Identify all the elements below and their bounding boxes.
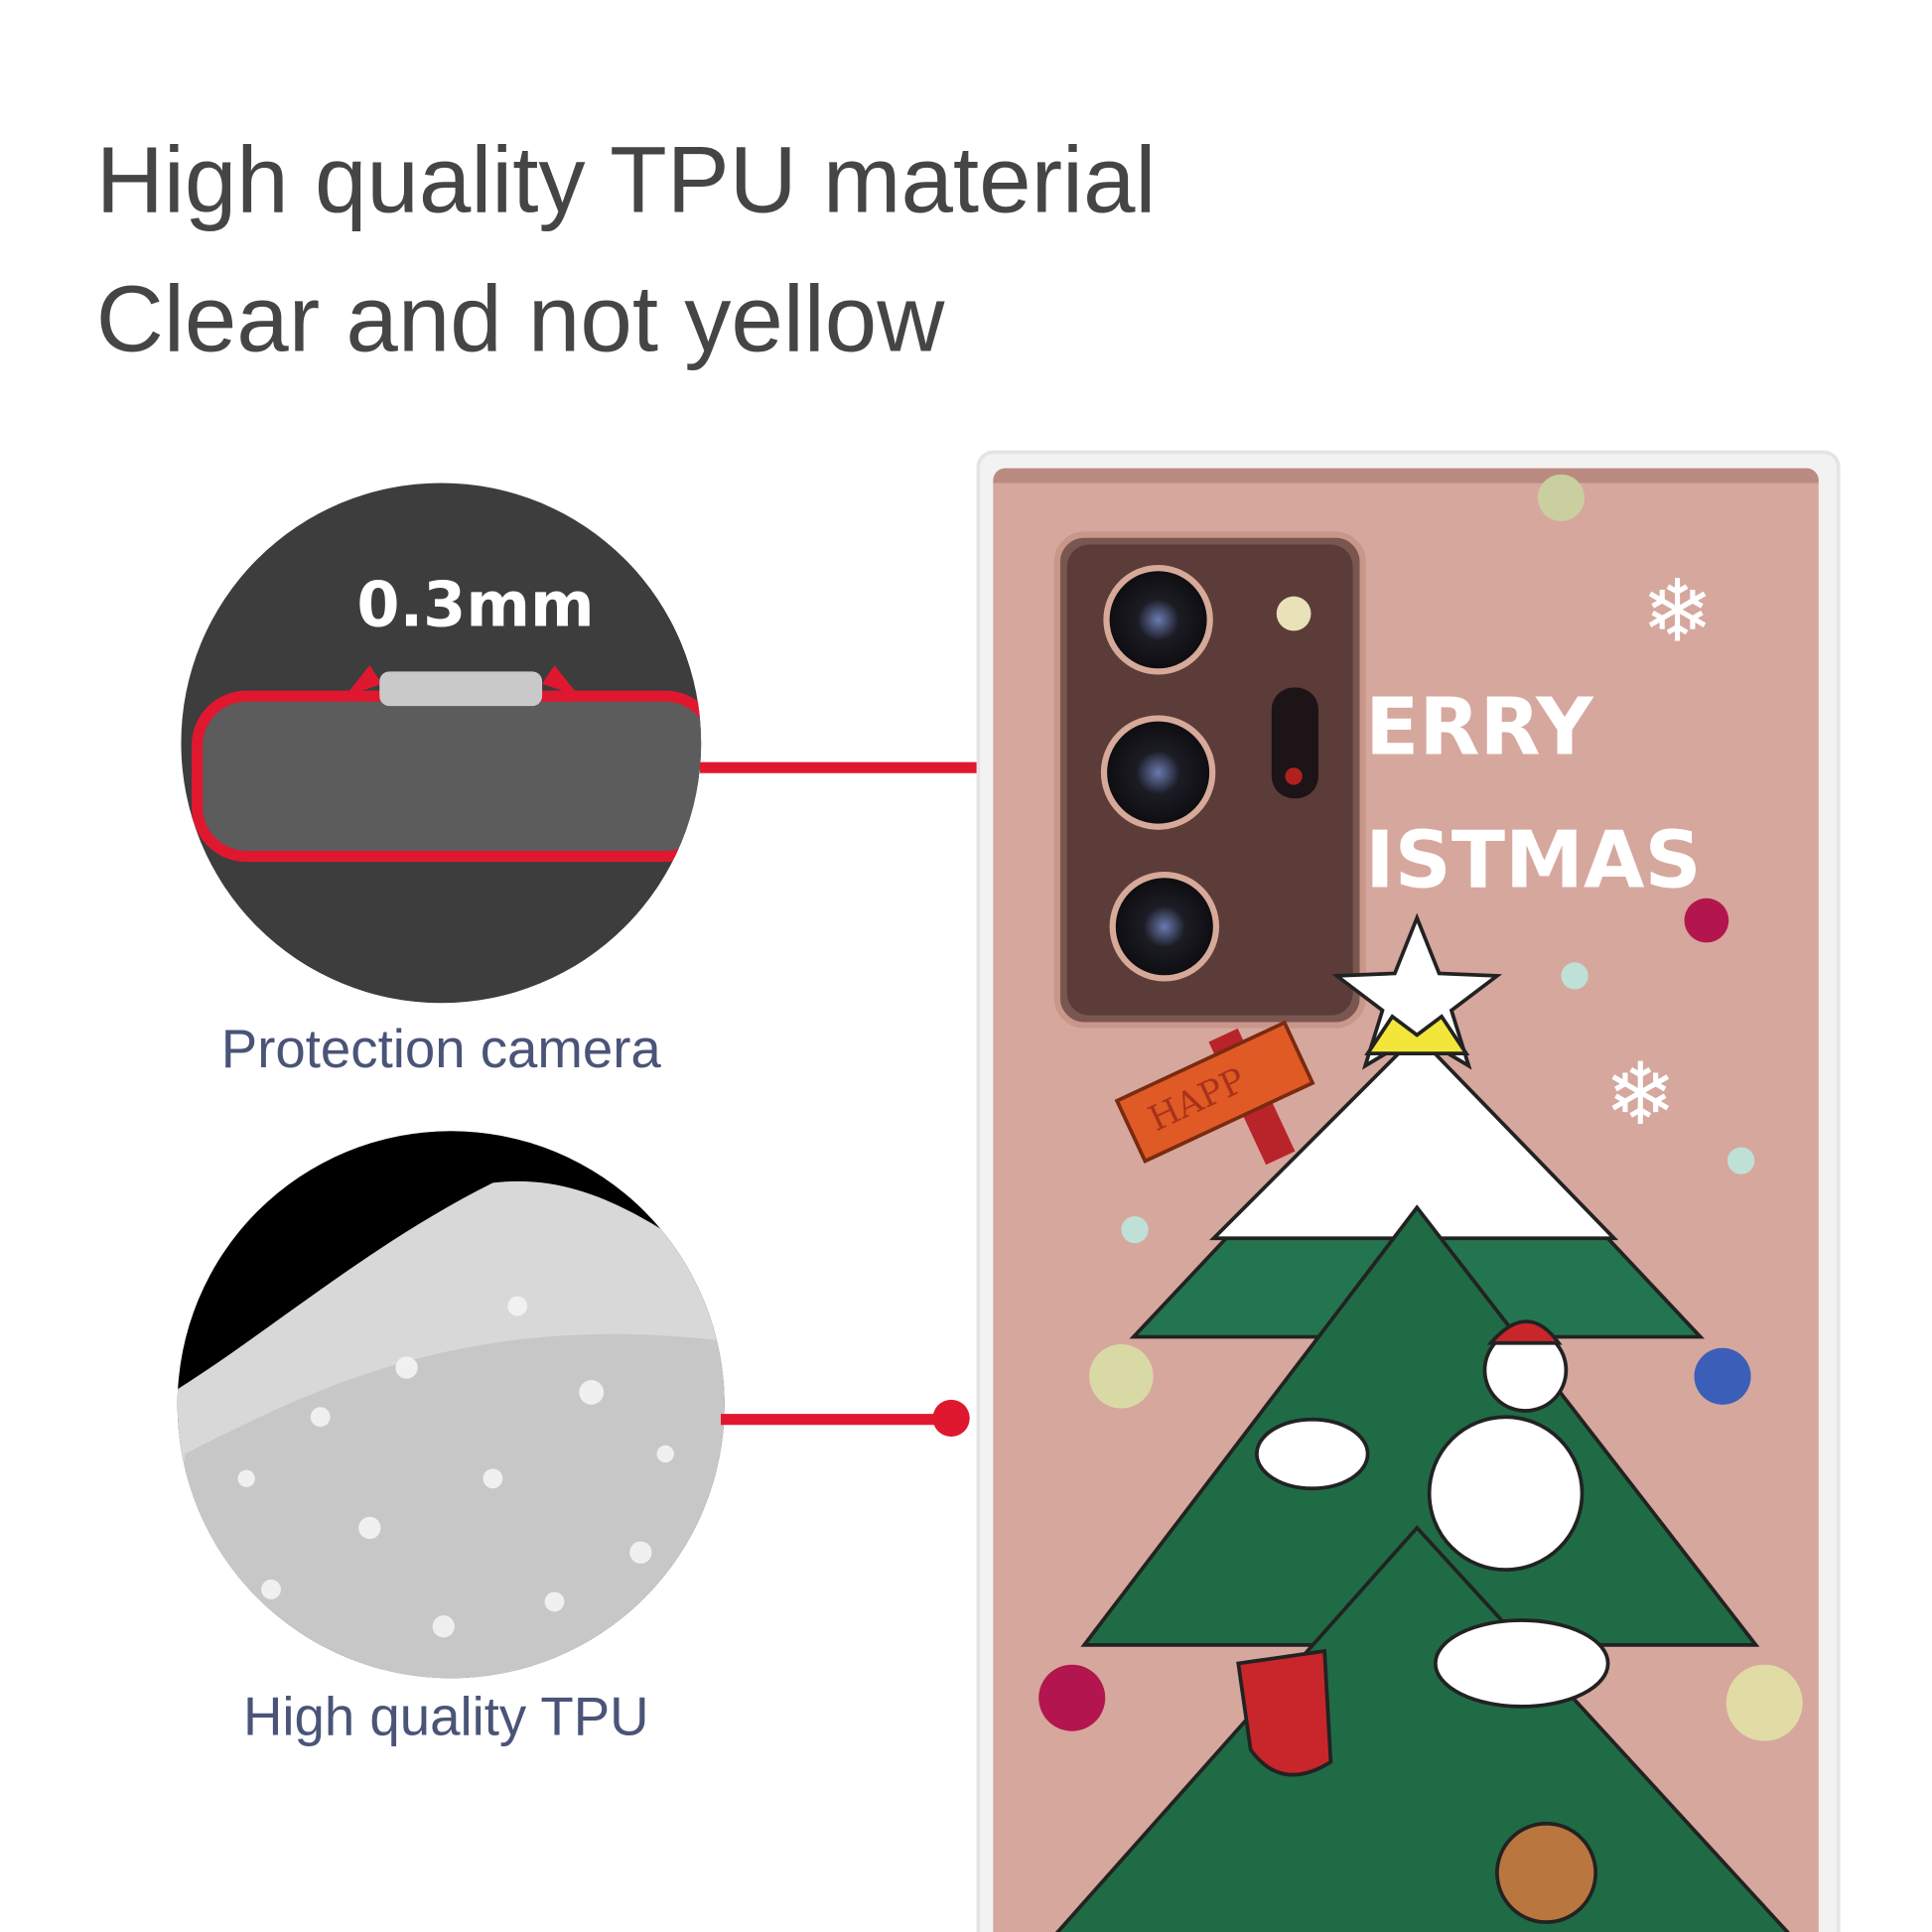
snowflake-icon: ❄ [1641,561,1714,661]
ornament-dot [1694,1347,1751,1405]
callout-dot-tpu [932,1399,970,1438]
print-text-line-1: ERRY [1365,681,1594,773]
ornament-dot [1561,962,1588,990]
phone-case: ERRY ISTMAS HAPP [976,450,1841,1932]
tpu-pellets-circle [177,1131,725,1679]
headline-line-1: High quality TPU material [96,127,1157,231]
ornament-dot [1684,897,1729,943]
ornament-dot [1038,1664,1106,1731]
ornament-dot [1537,474,1586,521]
caption-protection-camera: Protection camera [221,1019,662,1079]
camera-module [1053,531,1366,1029]
ornament-dot [1121,1215,1149,1244]
print-text-line-2: ISTMAS [1365,814,1702,906]
camera-detail-circle: 0.3mm [181,483,702,1004]
ornament-dot [1089,1344,1154,1409]
snowflake-icon: ❄ [1604,1044,1677,1145]
thickness-label: 0.3mm [356,568,594,640]
ornament-dot [1725,1664,1803,1741]
headline-line-2: Clear and not yellow [96,267,945,371]
ornament-dot [1726,1147,1755,1174]
christmas-tree [1018,912,1819,1932]
caption-high-quality-tpu: High quality TPU [243,1686,649,1746]
